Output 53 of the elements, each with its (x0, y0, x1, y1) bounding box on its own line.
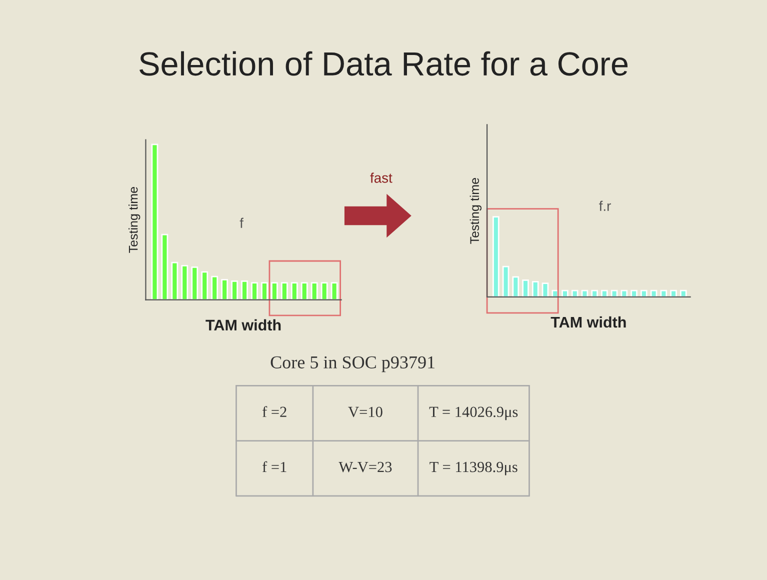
bar (522, 279, 529, 297)
text: Core 5 in SOC p93791 (270, 356, 434, 372)
bar (660, 290, 668, 297)
bar (221, 278, 228, 300)
bar (630, 290, 638, 297)
bar (171, 262, 178, 300)
bar (231, 280, 238, 300)
bar (241, 280, 248, 300)
bar (261, 282, 268, 300)
bar (211, 276, 218, 300)
bar (320, 282, 328, 300)
bar (161, 234, 168, 300)
bar (201, 271, 208, 300)
bar (330, 282, 338, 300)
bar (191, 266, 198, 300)
x-axis-title: TAM width (206, 319, 281, 331)
text: T = 11398.9μs (430, 462, 518, 476)
bar (571, 290, 578, 297)
bar (290, 282, 298, 300)
bar (650, 290, 658, 297)
bar (610, 290, 618, 297)
text: f =2 (262, 406, 286, 417)
x-axis-title: TAM width (550, 316, 626, 328)
text: T = 14026.9μs (429, 406, 518, 420)
chart-title: Selection of Data Rate for a Core (140, 51, 628, 76)
bar (532, 281, 539, 297)
y-axis-title: Testing time (128, 187, 140, 253)
bar (512, 276, 520, 297)
text: fast (370, 172, 392, 183)
bar (151, 144, 158, 300)
y-axis-title: Testing time (470, 178, 482, 244)
text: f.r (599, 200, 611, 211)
text: V=10 (348, 406, 382, 418)
bar (542, 282, 549, 297)
bar (492, 216, 500, 297)
bar (562, 290, 568, 297)
text: W-V=23 (338, 462, 392, 472)
annotation: f (240, 218, 244, 228)
bar (502, 266, 510, 297)
bar (591, 290, 598, 297)
bar (300, 282, 308, 300)
bar (251, 282, 258, 300)
bar (640, 290, 648, 297)
text: f =1 (262, 461, 286, 472)
bar (310, 282, 318, 300)
bar (181, 264, 188, 300)
bar (680, 290, 687, 297)
bar (601, 290, 608, 297)
bar (271, 282, 278, 300)
bar (280, 282, 288, 300)
bar (620, 290, 628, 297)
bar (670, 290, 677, 297)
bar (581, 290, 588, 297)
